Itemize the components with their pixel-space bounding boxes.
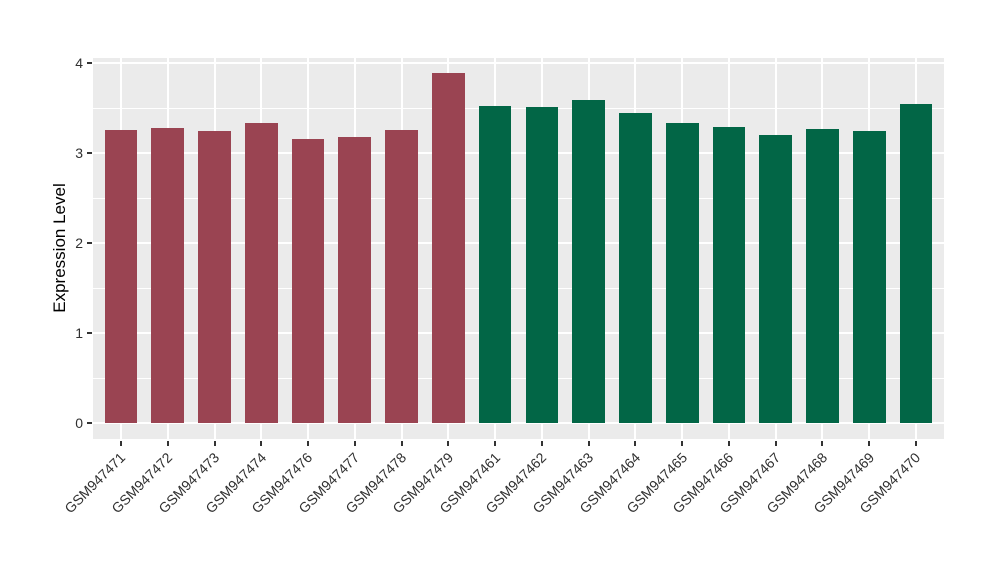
plot-area [93,58,944,439]
x-tick-mark [120,441,123,446]
y-tick-label: 3 [75,145,83,161]
x-tick-mark [774,441,777,446]
y-tick-mark [87,422,92,424]
x-tick-mark [400,441,403,446]
y-major-gridline [93,422,944,424]
x-tick-mark [587,441,590,446]
bar-GSM947474 [244,123,278,423]
x-tick-mark [166,441,169,446]
bar-GSM947466 [712,126,746,423]
y-minor-gridline [93,107,944,109]
bar-GSM947469 [852,130,886,423]
bar-GSM947476 [291,138,325,423]
bar-GSM947477 [338,136,372,423]
x-tick-mark [634,441,637,446]
y-major-gridline [93,242,944,244]
y-major-gridline [93,332,944,334]
bar-GSM947461 [478,106,512,423]
x-tick-mark [540,441,543,446]
x-tick-mark [681,441,684,446]
y-minor-gridline [93,377,944,379]
x-tick-mark [353,441,356,446]
y-tick-mark [87,332,92,334]
bar-GSM947478 [385,129,418,423]
x-tick-mark [447,441,450,446]
bar-GSM947468 [806,128,839,423]
y-tick-label: 1 [75,325,83,341]
x-tick-mark [494,441,497,446]
y-tick-mark [87,242,92,244]
bar-GSM947464 [619,112,652,423]
x-tick-mark [821,441,824,446]
y-major-gridline [93,62,944,64]
bar-GSM947472 [151,127,185,423]
y-tick-label: 4 [75,55,83,71]
bar-GSM947465 [665,123,699,423]
y-minor-gridline [93,197,944,199]
y-minor-gridline [93,287,944,289]
x-tick-mark [868,441,871,446]
bar-GSM947471 [104,129,138,423]
bar-GSM947462 [525,107,559,423]
x-tick-mark [727,441,730,446]
bar-GSM947479 [431,72,465,423]
x-tick-mark [213,441,216,446]
x-tick-mark [914,441,917,446]
y-tick-mark [87,152,92,154]
bar-GSM947467 [759,135,793,423]
y-tick-label: 2 [75,235,83,251]
x-tick-mark [260,441,263,446]
bar-GSM947470 [899,104,933,423]
x-tick-mark [307,441,310,446]
y-tick-label: 0 [75,415,83,431]
y-tick-mark [87,62,92,64]
bar-GSM947463 [572,99,605,423]
y-major-gridline [93,152,944,154]
bar-GSM947473 [198,130,231,423]
